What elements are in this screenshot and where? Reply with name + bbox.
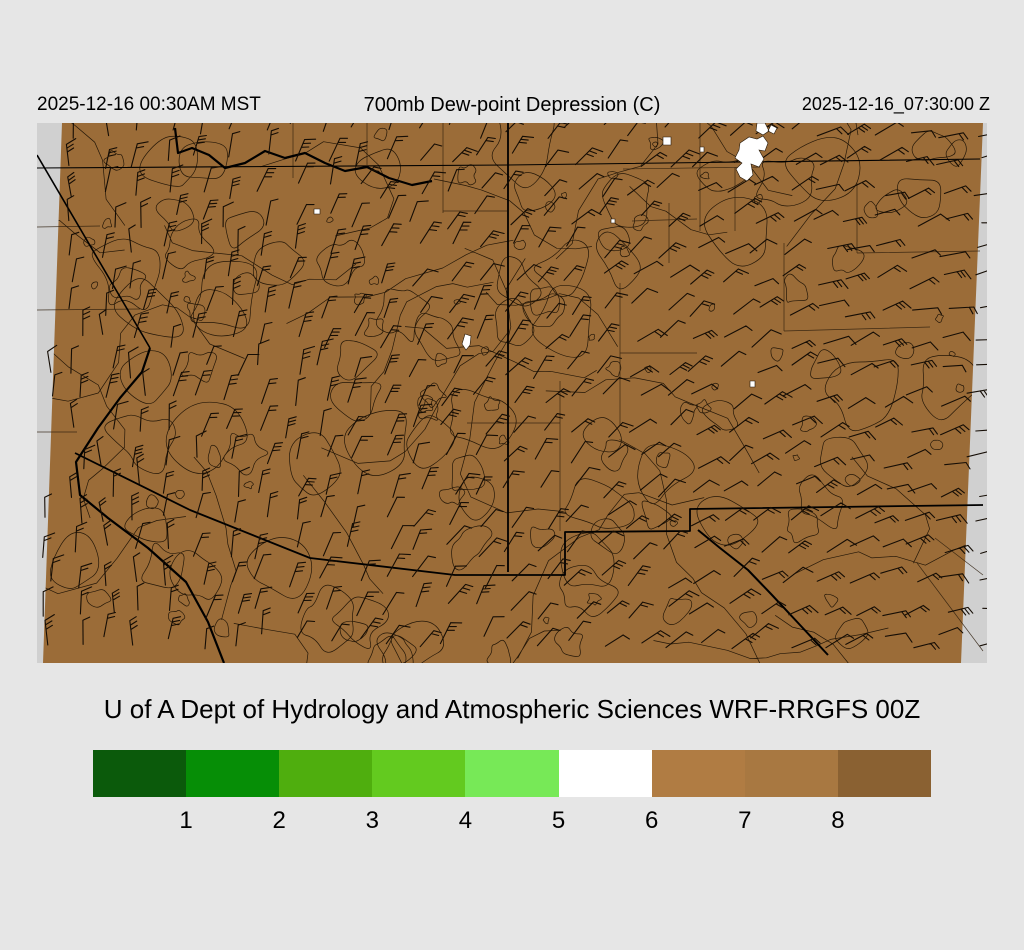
colorbar-segment: [837, 750, 931, 797]
colorbar-tick-label: 8: [831, 807, 845, 834]
colorbar-segment: [372, 750, 466, 797]
colorbar-segment: [465, 750, 559, 797]
colorbar-tick-label: 3: [365, 807, 380, 834]
valid-time-local-label: 2025-12-16 00:30AM MST: [37, 94, 261, 115]
low-dewpoint-spots: [313, 123, 778, 388]
colorbar-segment: [186, 750, 280, 797]
caption: U of A Dept of Hydrology and Atmospheric…: [103, 694, 921, 724]
colorbar-tick-label: 6: [644, 807, 659, 834]
colorbar-tick-label: 7: [738, 807, 752, 834]
colorbar-segment: [558, 750, 652, 797]
state-borders: [37, 123, 984, 663]
colorbar-tick-label: 2: [272, 807, 286, 834]
colorbar-segment: [651, 750, 745, 797]
valid-time-utc-label: 2025-12-16_07:30:00 Z: [801, 94, 990, 114]
contour-lines: [43, 123, 983, 663]
county-lines: [37, 123, 984, 652]
colorbar-segment: [744, 750, 838, 797]
model-domain-fill: [43, 123, 983, 663]
colorbar-tick-label: 4: [458, 807, 473, 834]
colorbar-tick-label: 5: [551, 807, 566, 834]
colorbar-tick-label: 1: [179, 807, 193, 834]
colorbar-ticks: 1 2 3 4 5 6 7 8: [93, 807, 931, 837]
weather-map: [37, 123, 987, 663]
weather-map-canvas: [37, 123, 987, 663]
colorbar: [93, 750, 931, 797]
plot-title: 700mb Dew-point Depression (C): [363, 94, 661, 116]
wind-barbs: [42, 123, 987, 650]
colorbar-segment: [279, 750, 373, 797]
colorbar-segment: [93, 750, 187, 797]
